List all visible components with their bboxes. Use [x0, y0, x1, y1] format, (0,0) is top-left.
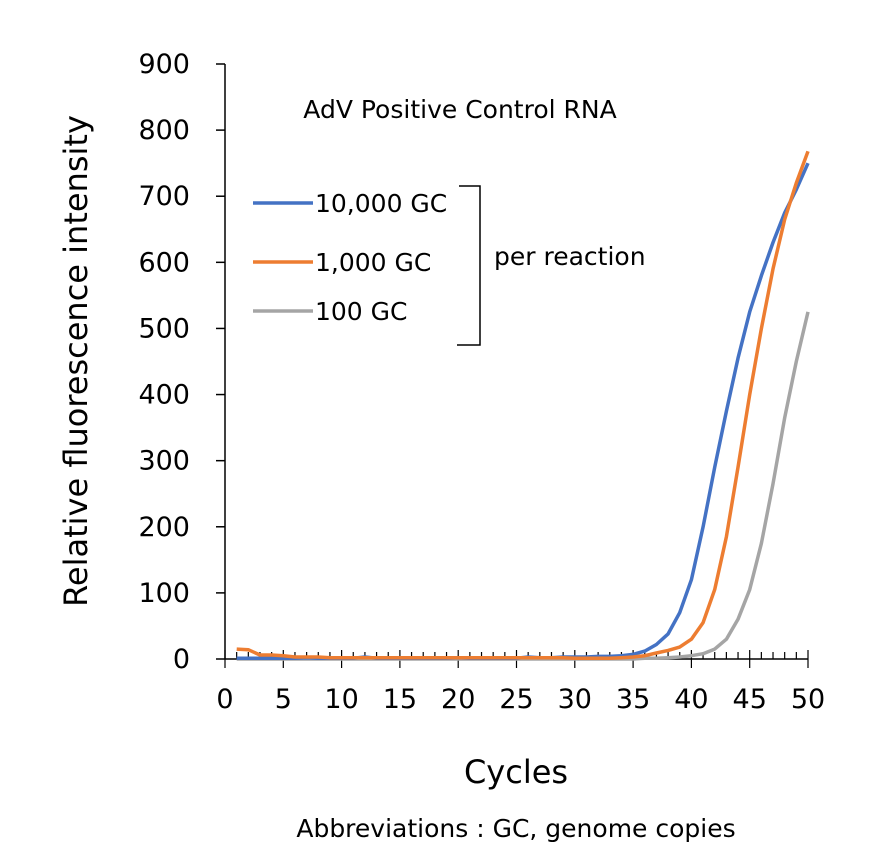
- legend-label-2: 100 GC: [315, 297, 408, 326]
- x-tick-label: 20: [441, 684, 475, 715]
- x-tick-label: 25: [499, 684, 533, 715]
- series-lines: [236, 150, 810, 661]
- y-tick-label: 600: [138, 247, 190, 278]
- chart-title: AdV Positive Control RNA: [303, 95, 616, 124]
- legend-label-0: 10,000 GC: [315, 189, 447, 218]
- y-tick-label: 700: [138, 181, 190, 212]
- series-line-1: [236, 150, 810, 661]
- legend-label-1: 1,000 GC: [315, 248, 431, 277]
- x-tick-label: 15: [383, 684, 417, 715]
- legend: 10,000 GC 1,000 GC 100 GC: [253, 189, 447, 326]
- y-tick-label: 300: [138, 446, 190, 477]
- footnote: Abbreviations : GC, genome copies: [296, 814, 735, 843]
- y-tick-label: 500: [138, 313, 190, 344]
- y-axis-title: Relative fluorescence intensity: [57, 115, 95, 607]
- x-tick-label: 10: [324, 684, 358, 715]
- y-axis-ticks: 0 100 200 300 400 500 600 700 800 900: [138, 49, 225, 675]
- y-tick-label: 400: [138, 380, 190, 411]
- x-tick-label: 5: [275, 684, 292, 715]
- x-tick-label: 30: [558, 684, 592, 715]
- legend-bracket: [457, 185, 481, 346]
- y-tick-label: 800: [138, 115, 190, 146]
- y-tick-label: 200: [138, 512, 190, 543]
- x-axis-title: Cycles: [464, 753, 568, 791]
- series-line-0: [236, 162, 810, 661]
- x-tick-label: 45: [733, 684, 767, 715]
- x-tick-label: 50: [791, 684, 825, 715]
- series-line-2: [236, 311, 810, 661]
- y-tick-label: 0: [173, 644, 190, 675]
- legend-note: per reaction: [494, 242, 646, 271]
- x-tick-label: 35: [616, 684, 650, 715]
- y-tick-label: 100: [138, 578, 190, 609]
- y-tick-label: 900: [138, 49, 190, 80]
- x-tick-label: 0: [216, 684, 233, 715]
- x-tick-label: 40: [674, 684, 708, 715]
